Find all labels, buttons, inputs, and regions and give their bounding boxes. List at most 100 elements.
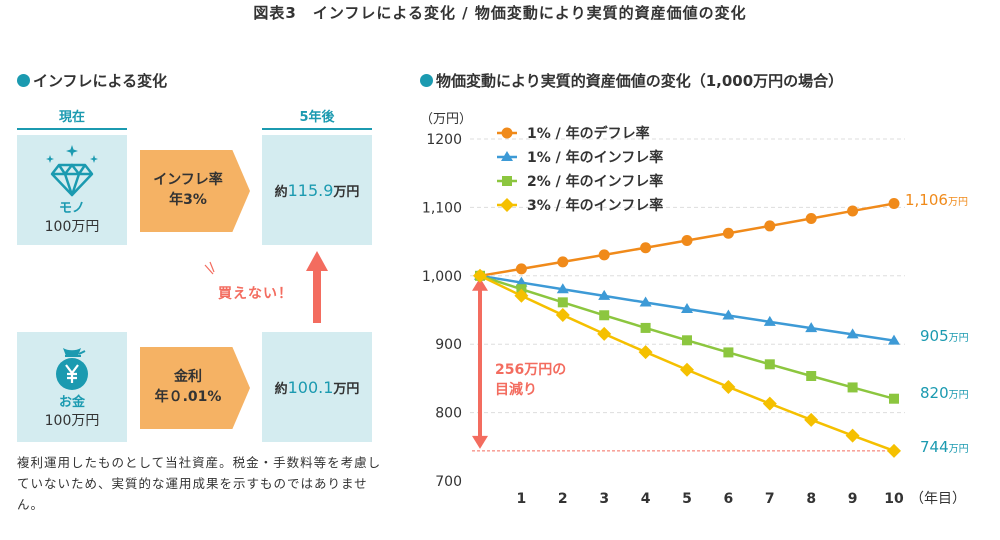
inflation-label: インフレ率 xyxy=(153,172,223,189)
data-point xyxy=(515,263,527,275)
reduction-arrow-head-down xyxy=(472,435,488,449)
data-point xyxy=(887,443,901,458)
column-now-header: 現在 xyxy=(17,106,127,130)
legend-entry: 3% / 年のインフレ率 xyxy=(527,197,663,214)
end-value-label: 744万円 xyxy=(920,438,969,456)
data-point xyxy=(847,382,858,393)
goods-result-value: 115.9 xyxy=(287,180,334,200)
y-axis-label: （万円） xyxy=(420,112,472,127)
data-point xyxy=(640,242,652,254)
data-point xyxy=(514,288,529,303)
legend-marker xyxy=(501,151,513,161)
data-point xyxy=(682,335,692,346)
goods-amount: 100万円 xyxy=(44,218,100,235)
data-point xyxy=(680,362,694,377)
diamond-icon xyxy=(46,144,98,196)
interest-label: 金利 xyxy=(174,369,202,386)
unit: 万円 xyxy=(333,184,360,200)
left-heading-text: インフレによる変化 xyxy=(33,72,168,90)
legend-entry: 1% / 年のインフレ率 xyxy=(527,149,663,166)
data-point xyxy=(681,235,693,247)
figure-title: 図表3 インフレによる変化 / 物価変動により実質的資産価値の変化 xyxy=(253,4,747,22)
data-point xyxy=(764,359,775,370)
data-point xyxy=(723,347,734,358)
legend-marker xyxy=(501,127,513,139)
cash-amount: 100万円 xyxy=(44,412,100,429)
data-point xyxy=(597,326,612,341)
goods-box: モノ 100万円 xyxy=(17,135,127,245)
left-section-heading: インフレによる変化 xyxy=(17,70,167,91)
data-point xyxy=(721,379,736,394)
cash-box: お金 100万円 xyxy=(17,332,127,442)
x-axis-label: （年目） xyxy=(910,491,966,507)
data-point xyxy=(889,393,899,404)
data-point xyxy=(557,256,569,268)
reduction-label-line1: 256万円の xyxy=(495,362,566,378)
exclaim-lines-icon xyxy=(204,261,215,275)
data-point xyxy=(638,345,653,360)
data-point xyxy=(598,289,611,300)
y-tick-label: 800 xyxy=(435,406,462,422)
y-tick-label: 1,100 xyxy=(422,200,462,216)
goods-label: モノ xyxy=(58,200,85,216)
bullet-icon xyxy=(420,74,433,87)
end-value-unit: 万円 xyxy=(948,197,968,208)
data-point xyxy=(639,296,652,307)
chart-heading: 物価変動により実質的資産価値の変化（1,000万円の場合） xyxy=(420,70,843,91)
end-value-unit: 万円 xyxy=(949,444,969,455)
column-after-header: 5年後 xyxy=(262,106,372,130)
reduction-label-line2: 目減り xyxy=(495,381,537,398)
cash-result-value: 100.1 xyxy=(287,377,334,397)
interest-value: 年０.01% xyxy=(154,389,222,405)
unit: 万円 xyxy=(333,381,360,397)
end-value-label: 820万円 xyxy=(920,384,969,402)
data-point xyxy=(557,297,568,308)
data-point xyxy=(640,322,651,333)
up-arrow-icon xyxy=(306,251,328,323)
chart-title: 物価変動により実質的資産価値の変化（1,000万円の場合） xyxy=(436,72,844,90)
cannot-buy-arrow xyxy=(204,251,328,323)
data-point xyxy=(599,310,610,321)
cash-label: お金 xyxy=(58,394,85,410)
inflation-rate-arrow: インフレ率 年3% xyxy=(140,150,250,232)
data-point xyxy=(473,268,487,283)
inflation-value: 年3% xyxy=(169,192,207,208)
y-tick-label: 900 xyxy=(435,337,462,353)
end-value-unit: 万円 xyxy=(949,390,969,401)
data-point xyxy=(845,428,860,443)
x-tick-label: 3 xyxy=(599,491,609,507)
data-point xyxy=(805,322,818,333)
end-value-unit: 万円 xyxy=(949,333,969,344)
footnote: 複利運用したものとして当社資産。税金・手数料等を考慮していないため、実質的な運用… xyxy=(17,455,382,512)
x-tick-label: 9 xyxy=(848,491,858,507)
legend-marker xyxy=(500,198,514,212)
bullet-icon xyxy=(17,74,30,87)
data-point xyxy=(681,302,693,313)
legend-entry: 2% / 年のインフレ率 xyxy=(527,173,663,190)
data-point xyxy=(804,412,819,427)
data-point xyxy=(805,212,817,224)
interest-rate-arrow: 金利 年０.01% xyxy=(140,347,250,429)
data-point xyxy=(762,396,777,411)
data-point xyxy=(888,334,900,345)
data-point xyxy=(847,205,859,217)
cash-result-box: 約 100.1 万円 xyxy=(262,332,372,442)
data-point xyxy=(598,249,610,261)
goods-result-box: 約 115.9 万円 xyxy=(262,135,372,245)
data-point xyxy=(515,276,528,287)
x-tick-label: 10 xyxy=(884,491,904,507)
reduction-arrow-head-up xyxy=(472,277,488,291)
data-point xyxy=(763,315,776,326)
end-value-label: 905万円 xyxy=(920,327,969,345)
x-tick-label: 5 xyxy=(682,491,692,507)
data-point xyxy=(722,227,734,239)
y-tick-label: 1200 xyxy=(426,132,462,148)
x-tick-label: 2 xyxy=(558,491,568,507)
x-tick-label: 6 xyxy=(724,491,734,507)
data-point xyxy=(764,220,776,232)
x-tick-label: 8 xyxy=(806,491,816,507)
y-tick-label: 700 xyxy=(435,474,462,490)
data-point xyxy=(888,198,900,210)
x-tick-label: 4 xyxy=(641,491,651,507)
